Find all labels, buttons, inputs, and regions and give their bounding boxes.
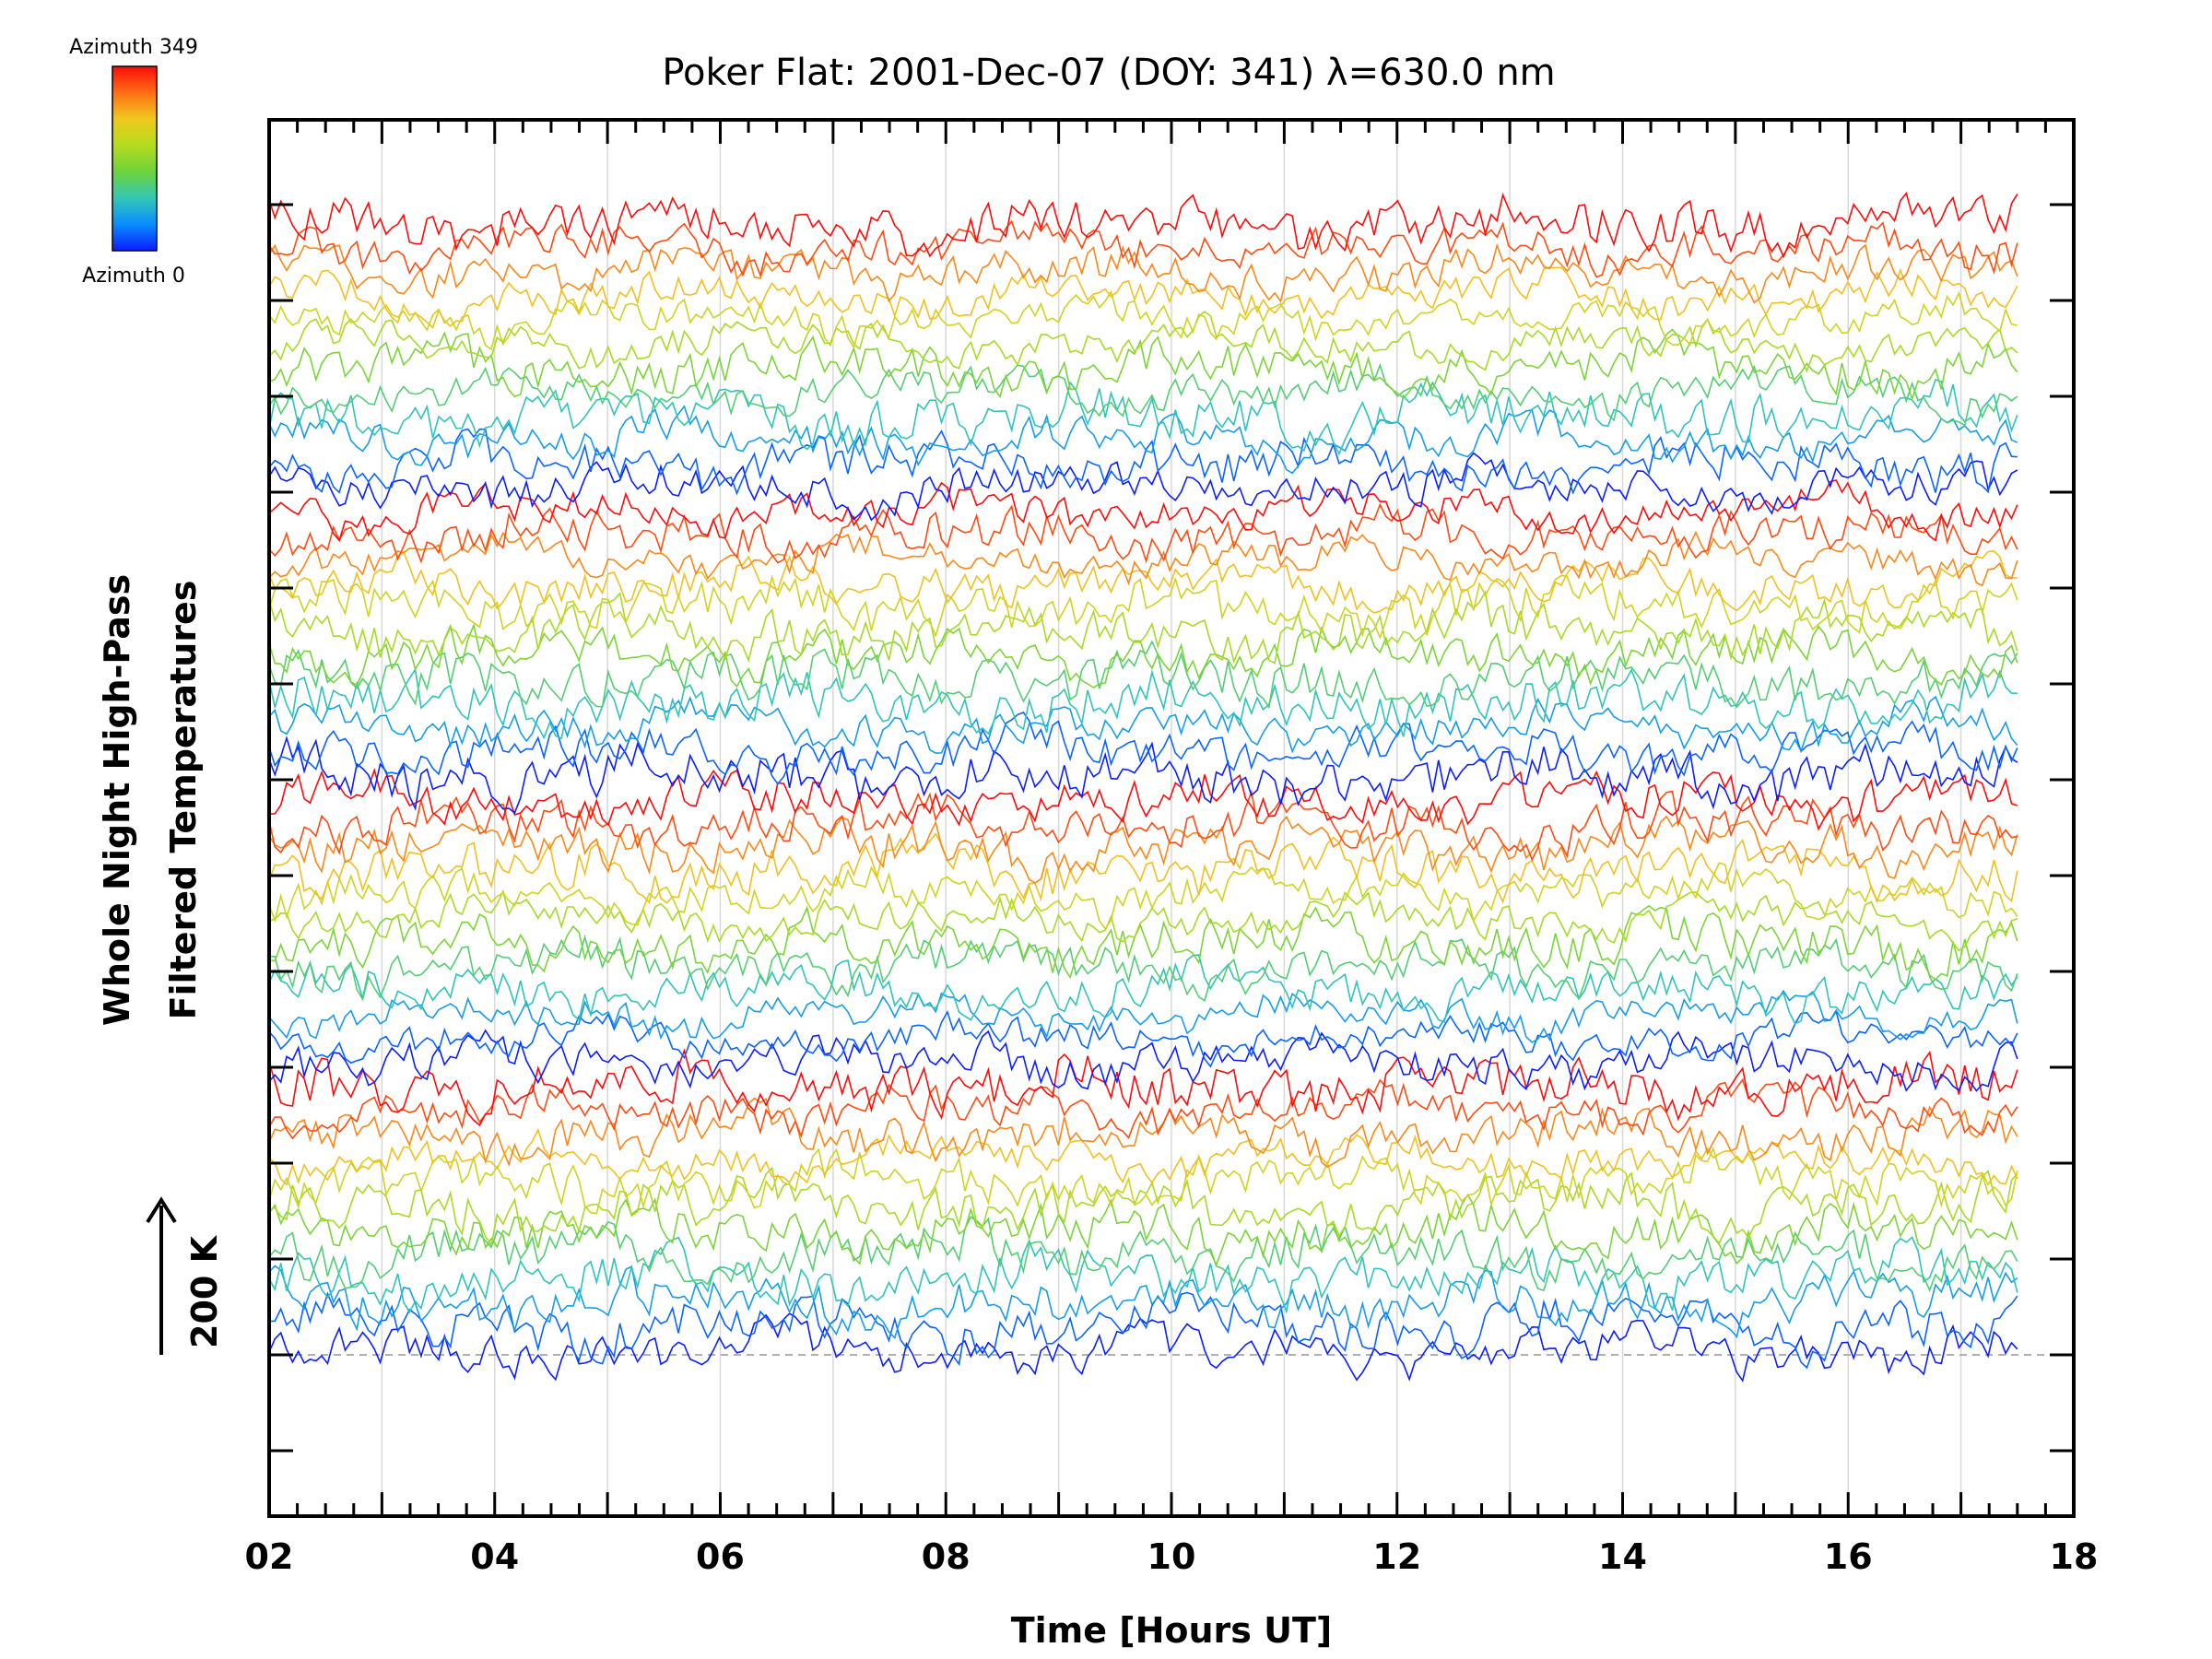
x-tick-label: 16 [1824,1536,1873,1577]
series-line [268,242,2018,304]
series-line [268,574,2018,640]
series-line [268,1265,2018,1340]
colorbar-top-label: Azimuth 349 [69,36,198,59]
x-grid [381,120,1962,1516]
series-line [268,1216,2018,1293]
series-line [268,815,2018,884]
chart-title: Poker Flat: 2001-Dec-07 (DOY: 341) λ=630… [662,52,1555,94]
series-line [268,954,2018,1025]
series-line [268,695,2018,754]
series-line [268,768,2018,831]
series-line [268,1029,2018,1092]
colorbar: Azimuth 349 Azimuth 0 [69,36,198,288]
series-line [268,1166,2018,1247]
y-axis-label-line1: Whole Night High-Pass [97,574,137,1026]
series-line [268,266,2018,329]
x-tick-label: 14 [1598,1536,1647,1577]
series-line [268,479,2018,543]
series-line [268,550,2018,614]
series-line [268,1077,2018,1140]
series-line [268,191,2018,259]
series-line [268,502,2018,564]
series-line [268,904,2018,981]
series-line [268,362,2018,427]
colorbar-gradient [112,65,158,252]
series-line [268,888,2018,952]
series-line [268,989,2018,1043]
series-line [268,1009,2018,1068]
series-line [268,789,2018,862]
series-line [268,735,2018,815]
series-line [268,328,2018,402]
series-line [268,428,2018,496]
series-line [268,832,2018,904]
series-line [268,1127,2018,1186]
series-line [268,1048,2018,1127]
series-line [268,1193,2018,1267]
series-line [268,311,2018,373]
scale-arrow [146,1196,177,1355]
series-line [268,405,2018,475]
x-tick-label: 06 [696,1536,745,1577]
scale-bar-label: 200 K [184,1234,225,1348]
series-line [268,667,2018,740]
colorbar-bottom-label: Azimuth 0 [82,265,185,288]
x-ticks [267,120,2076,1516]
x-tick-label: 02 [245,1536,294,1577]
x-tick-label: 12 [1372,1536,1421,1577]
series-line [268,934,2018,1002]
series-line [268,289,2018,351]
series-line [268,530,2018,587]
y-axis-label-line2: Filtered Temperatures [163,581,204,1020]
series-line [268,1146,2018,1215]
x-tick-label: 08 [922,1536,971,1577]
series-line [268,1291,2018,1370]
series-line [268,862,2018,931]
x-axis-label: Time [Hours UT] [1011,1610,1333,1651]
series-line [268,219,2018,278]
x-tick-label: 10 [1147,1536,1196,1577]
series-line [268,712,2018,785]
series-line [268,1097,2018,1169]
series-lines [268,191,2018,1382]
series-line [268,452,2018,522]
x-tick-label: 04 [470,1536,519,1577]
x-tick-labels: 02 04 06 08 10 12 14 16 18 [245,1536,2099,1577]
y-ticks [269,203,2074,1453]
series-line [268,1236,2018,1314]
series-line [268,1312,2018,1382]
series-line [268,379,2018,456]
x-tick-label: 18 [2050,1536,2099,1577]
